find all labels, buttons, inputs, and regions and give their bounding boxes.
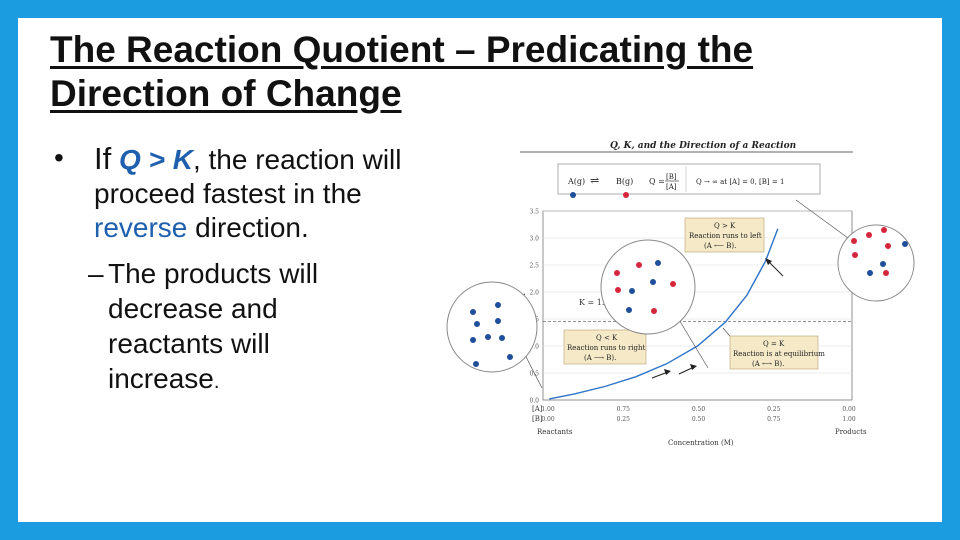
- legend-q-label: Q =: [649, 177, 665, 186]
- legend-dot-a: [570, 192, 576, 198]
- legend-species-b: B(g): [616, 177, 633, 186]
- molecule-circle-middle: [600, 239, 696, 335]
- callout-q-eq-k-line3: (A ⟷ B).: [752, 360, 784, 368]
- slide-content: The Reaction Quotient – Predicating the …: [18, 18, 942, 522]
- bullet-2-body: The products will decrease and reactants…: [108, 258, 319, 394]
- condition-q-gt-k: Q > K: [119, 144, 193, 175]
- legend-dot-b: [623, 192, 629, 198]
- callout-q-gt-k-line3: (A ⟵ B).: [704, 242, 736, 250]
- x-tick-label-b: 1.00: [842, 416, 856, 423]
- x-tick-label-b: 0.00: [541, 416, 555, 423]
- legend-species-a: A(g): [567, 177, 585, 186]
- bullet-1-end: direction.: [195, 212, 309, 243]
- bullet-2-period: .: [213, 371, 220, 393]
- equilibrium-arrows-icon: ⇌: [590, 174, 599, 187]
- x-tick-label-b: 0.50: [692, 416, 706, 423]
- bullet-2: – The products will decrease and reactan…: [88, 256, 388, 400]
- arrow-right-icon: [651, 369, 671, 379]
- slide-title: The Reaction Quotient – Predicating the …: [50, 29, 754, 114]
- x-tick-label-b: 0.25: [617, 416, 631, 423]
- x-tick-label-a: 0.00: [842, 406, 856, 413]
- x-tick-label-a: 0.75: [617, 406, 631, 413]
- molecule-circle-left: [446, 281, 538, 373]
- callout-q-lt-k-line2: Reaction runs to right: [567, 344, 646, 352]
- bullet-dash: –: [88, 258, 104, 289]
- if-word: If: [94, 141, 112, 176]
- right-end-label: Products: [835, 428, 867, 436]
- legend-q-numerator: [B]: [666, 173, 677, 181]
- legend-box: [557, 163, 821, 195]
- callout-q-gt-k-box: [684, 217, 765, 253]
- callout-q-gt-k-line2: Reaction runs to left: [689, 232, 762, 240]
- arrow-equilibrium-icon: [678, 364, 697, 375]
- y-tick-label: 3.0: [529, 236, 539, 243]
- figure-title: Q, K, and the Direction of a Reaction: [610, 141, 796, 151]
- callout-q-eq-k-line1: Q = K: [763, 340, 785, 348]
- leader-line-top: [795, 199, 849, 239]
- reverse-word: reverse: [94, 212, 188, 243]
- y-tick-label: 3.5: [529, 209, 539, 216]
- left-end-label: Reactants: [537, 428, 573, 436]
- callout-q-lt-k-line1: Q < K: [596, 334, 618, 342]
- bullet-dot: •: [54, 142, 64, 173]
- y-tick-label: 1.0: [529, 344, 539, 351]
- callout-q-lt-k-box: [563, 329, 647, 365]
- q-curve: [549, 228, 779, 400]
- x-tick-label-a: 0.25: [767, 406, 781, 413]
- bullet-1: • If Q > K, the reaction will proceed fa…: [54, 142, 434, 245]
- legend-q-limit: Q → ∞ at [A] = 0, [B] = 1: [696, 178, 784, 186]
- callout-q-gt-k-line1: Q > K: [714, 222, 736, 230]
- x-axis-label: Concentration (M): [668, 439, 734, 447]
- callout-q-lt-k-line3: (A ⟶ B).: [584, 354, 616, 362]
- legend-q-denominator: [A]: [666, 183, 677, 191]
- x-tick-label-b: 0.75: [767, 416, 781, 423]
- row-a-label: [A]: [532, 405, 543, 413]
- k-label: K = 1.45: [579, 298, 615, 307]
- y-tick-label: 2.0: [529, 290, 539, 297]
- x-tick-label-a: 1.00: [541, 406, 555, 413]
- q-k-figure: Q, K, and the Direction of a Reaction A(…: [446, 141, 915, 447]
- arrow-left-icon: [765, 258, 784, 277]
- bullet-2-text: The products will decrease and reactants…: [88, 256, 388, 400]
- y-tick-label: 0.0: [529, 398, 539, 405]
- bullet-1-middle: , the reaction will proceed fastest in t…: [94, 144, 402, 209]
- x-tick-label-a: 0.50: [692, 406, 706, 413]
- row-b-label: [B]: [532, 415, 543, 423]
- y-tick-label: 2.5: [529, 263, 539, 270]
- y-tick-label: 0.5: [529, 371, 539, 378]
- bullet-1-text: If Q > K, the reaction will proceed fast…: [54, 142, 434, 245]
- callout-q-eq-k-box: [729, 335, 819, 370]
- molecule-circle-right: [837, 224, 915, 302]
- callout-q-eq-k-line2: Reaction is at equilibrium: [733, 350, 825, 358]
